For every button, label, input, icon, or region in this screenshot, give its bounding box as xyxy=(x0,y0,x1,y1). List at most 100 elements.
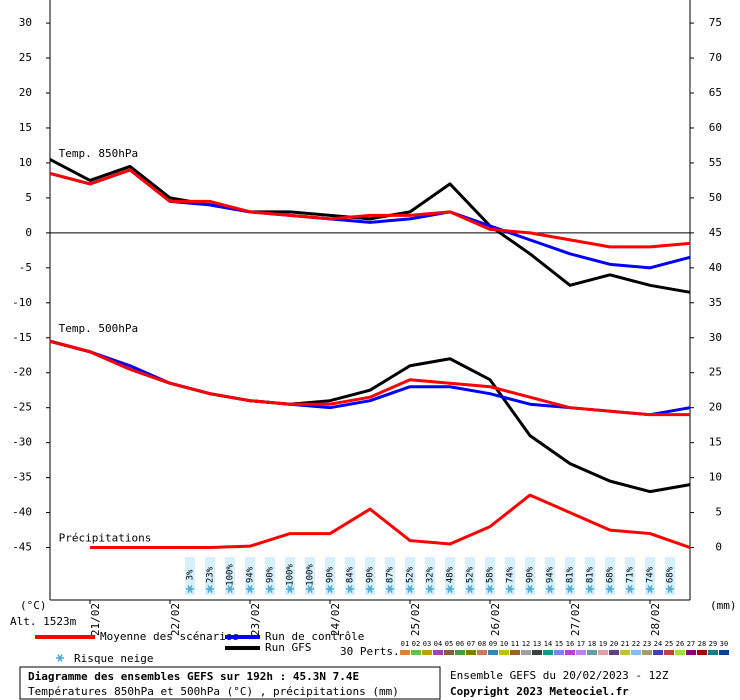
snow-icon xyxy=(426,585,434,593)
y-tick-label: 5 xyxy=(25,191,32,204)
x-tick-label: 22/02 xyxy=(169,603,182,636)
snow-icon xyxy=(226,585,234,593)
perturbation-swatch xyxy=(477,650,487,655)
snow-risk-label: 81% xyxy=(586,566,596,583)
legend-label: Run de contrôle xyxy=(265,630,364,643)
snow-icon-stroke xyxy=(287,585,293,593)
snow-risk-label: 81% xyxy=(566,566,576,583)
snow-icon xyxy=(546,585,554,593)
snow-icon-stroke xyxy=(667,585,673,593)
y-tick-label: 10 xyxy=(19,156,32,169)
chart-subtitle: Températures 850hPa et 500hPa (°C) , pré… xyxy=(28,685,399,698)
snow-risk-box xyxy=(245,557,255,595)
perturbation-swatch xyxy=(411,650,421,655)
perturbation-swatch xyxy=(433,650,443,655)
snow-icon-stroke xyxy=(207,585,213,593)
annotation: Temp. 850hPa xyxy=(59,147,138,160)
snow-icon xyxy=(446,585,454,593)
snow-risk-box xyxy=(665,557,675,595)
snow-icon xyxy=(56,654,64,662)
snow-icon xyxy=(506,585,514,593)
snow-risk-box xyxy=(305,557,315,595)
perturbation-label: 03 xyxy=(423,640,431,648)
y2-tick-label: 30 xyxy=(709,331,722,344)
perturbation-label: 28 xyxy=(698,640,706,648)
perturbation-swatch xyxy=(598,650,608,655)
y2-tick-label: 65 xyxy=(709,86,722,99)
snow-icon xyxy=(466,585,474,593)
snow-icon-stroke xyxy=(407,585,413,593)
snow-icon-stroke xyxy=(327,585,333,593)
snow-risk-label: 87% xyxy=(386,566,396,583)
chart-title: Diagramme des ensembles GEFS sur 192h : … xyxy=(28,670,359,683)
perturbation-label: 19 xyxy=(599,640,607,648)
snow-icon-stroke xyxy=(247,585,253,593)
y2-tick-label: 20 xyxy=(709,401,722,414)
snow-risk-label: 74% xyxy=(506,566,516,583)
y2-tick-label: 25 xyxy=(709,366,722,379)
snow-risk-label: 71% xyxy=(626,566,636,583)
series-line xyxy=(49,158,691,294)
series-line xyxy=(49,168,691,249)
y-tick-label: 15 xyxy=(19,121,32,134)
perturbation-label: 26 xyxy=(676,640,684,648)
x-tick-label: 23/02 xyxy=(249,603,262,636)
perturbation-label: 06 xyxy=(456,640,464,648)
snow-risk-box xyxy=(625,557,635,595)
snow-risk-label: 52% xyxy=(406,566,416,583)
perturbation-label: 27 xyxy=(687,640,695,648)
perturbation-label: 22 xyxy=(632,640,640,648)
snow-risk-label: 94% xyxy=(246,566,256,583)
perturbation-swatch xyxy=(708,650,718,655)
perturbation-swatch xyxy=(664,650,674,655)
snow-risk-box xyxy=(345,557,355,595)
altitude: Alt. 1523m xyxy=(10,615,77,628)
y-tick-label: -20 xyxy=(12,366,32,379)
snow-icon-stroke xyxy=(567,585,573,593)
snow-risk-label: 48% xyxy=(446,566,456,583)
snow-risk-box xyxy=(585,557,595,595)
x-tick-label: 27/02 xyxy=(569,603,582,636)
snow-icon xyxy=(406,585,414,593)
snow-icon-stroke xyxy=(647,585,653,593)
perturbation-swatch xyxy=(653,650,663,655)
snow-risk-box xyxy=(365,557,375,595)
perturbation-label: 15 xyxy=(555,640,563,648)
snow-risk-label: 100% xyxy=(286,564,296,586)
x-tick-label: 21/02 xyxy=(89,603,102,636)
snow-risk-label: 32% xyxy=(426,566,436,583)
snow-risk-box xyxy=(405,557,415,595)
series-line xyxy=(49,339,690,417)
snow-icon xyxy=(646,585,654,593)
perturbation-swatch xyxy=(499,650,509,655)
snow-icon-stroke xyxy=(427,585,433,593)
perturbation-swatch xyxy=(697,650,707,655)
snow-risk-box xyxy=(505,557,515,595)
perturbation-label: 25 xyxy=(665,640,673,648)
perturbation-label: 08 xyxy=(478,640,486,648)
perturbation-swatch xyxy=(686,650,696,655)
perturbation-swatch xyxy=(532,650,542,655)
snow-icon xyxy=(666,585,674,593)
y-tick-label: -25 xyxy=(12,401,32,414)
perturbation-label: 29 xyxy=(709,640,717,648)
perturbation-label: 21 xyxy=(621,640,629,648)
snow-icon xyxy=(626,585,634,593)
y2-tick-label: 10 xyxy=(709,471,722,484)
y2-tick-label: 0 xyxy=(715,541,722,554)
y2-tick-label: 70 xyxy=(709,51,722,64)
y-tick-label: 25 xyxy=(19,51,32,64)
snow-icon-stroke xyxy=(607,585,613,593)
snow-risk-box xyxy=(565,557,575,595)
y2-tick-label: 60 xyxy=(709,121,722,134)
y-tick-label: -45 xyxy=(12,541,32,554)
perturbation-label: 04 xyxy=(434,640,442,648)
snow-icon-stroke xyxy=(347,585,353,593)
perturbation-swatch xyxy=(521,650,531,655)
snow-icon-stroke xyxy=(447,585,453,593)
snow-icon-stroke xyxy=(527,585,533,593)
run-info: Ensemble GEFS du 20/02/2023 - 12Z xyxy=(450,669,669,682)
snow-risk-box xyxy=(605,557,615,595)
perturbation-label: 23 xyxy=(643,640,651,648)
y2-tick-label: 75 xyxy=(709,16,722,29)
